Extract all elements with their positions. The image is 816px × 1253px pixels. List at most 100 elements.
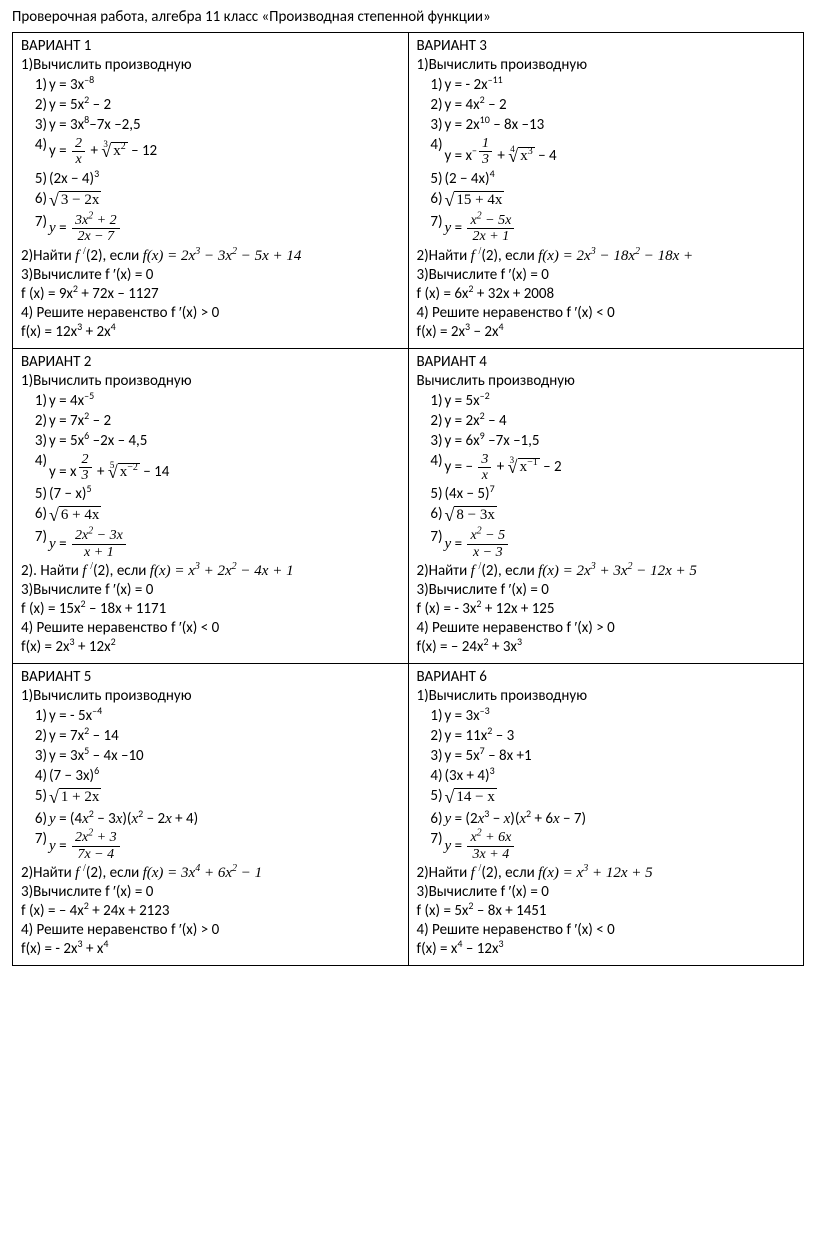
- item-number: 4): [421, 452, 443, 470]
- item-formula: y = 2x2 + 37x − 4: [49, 837, 122, 855]
- item-number: 4): [25, 136, 47, 154]
- task-2: 2)Найти f /(2), если f(x) = x3 + 12x + 5: [417, 864, 796, 882]
- task-3: 3)Вычислите f ′(x) = 0: [21, 581, 400, 599]
- item-number: 2): [25, 727, 47, 745]
- item-number: 3): [421, 116, 443, 134]
- task-2: 2)Найти f /(2), если f(x) = 2x3 − 18x2 −…: [417, 247, 796, 265]
- sub-item: 3)y = 2x10 – 8x –13: [445, 116, 796, 134]
- sub-item: 6)y = (4x2 − 3x)(x2 − 2x + 4): [49, 810, 400, 828]
- task-2: 2)Найти f /(2), если f(x) = 2x3 + 3x2 − …: [417, 562, 796, 580]
- task-3: 3)Вычислите f ′(x) = 0: [417, 581, 796, 599]
- item-formula: y = 6x9 –7x –1,5: [445, 432, 540, 450]
- sub-item: 7)y = 2x2 − 3xx + 1: [49, 528, 400, 560]
- task-4-formula: f(x) = 2x3 + 12x2: [21, 638, 400, 656]
- item-number: 7): [25, 213, 47, 231]
- sub-item: 7)y = x2 + 6x3x + 4: [445, 830, 796, 862]
- item-formula: y = 3x8–7x –2,5: [49, 116, 141, 134]
- sub-item: 5)(2 − 4x)4: [445, 170, 796, 188]
- sub-item: 7)y = x2 − 5x2x + 1: [445, 213, 796, 245]
- variant-title: ВАРИАНТ 5: [21, 668, 400, 686]
- item-number: 7): [421, 213, 443, 231]
- item-number: 7): [25, 830, 47, 848]
- task-3: 3)Вычислите f ′(x) = 0: [21, 883, 400, 901]
- item-formula: y = (2x3 − x)(x2 + 6x − 7): [445, 810, 587, 828]
- variants-table: ВАРИАНТ 1 1)Вычислить производную 1)y = …: [12, 32, 804, 966]
- item-number: 3): [25, 432, 47, 450]
- item-formula: (2 − 4x)4: [445, 170, 495, 188]
- item-number: 1): [25, 392, 47, 410]
- item-number: 2): [421, 412, 443, 430]
- task-1-list: 1)y = - 2x–11 2)y = 4x2 – 2 3)y = 2x10 – 8…: [417, 76, 796, 245]
- item-number: 4): [421, 767, 443, 785]
- item-formula: (7 − 3x)6: [49, 767, 99, 785]
- sub-item: 7)y = x2 − 5x − 3: [445, 528, 796, 560]
- item-number: 3): [421, 432, 443, 450]
- sub-item: 2)y = 5x2 – 2: [49, 96, 400, 114]
- item-number: 3): [25, 747, 47, 765]
- item-number: 5): [421, 787, 443, 805]
- sub-item: 4)(7 − 3x)6: [49, 767, 400, 785]
- item-number: 5): [25, 787, 47, 805]
- item-formula: (3x + 4)3: [445, 767, 495, 785]
- sub-item: 2)y = 11x2 – 3: [445, 727, 796, 745]
- item-number: 6): [421, 505, 443, 523]
- item-number: 6): [25, 505, 47, 523]
- sub-item: 7)y = 2x2 + 37x − 4: [49, 830, 400, 862]
- sub-item: 3)y = 3x8–7x –2,5: [49, 116, 400, 134]
- task-4-formula: f(x) = – 24x2 + 3x3: [417, 638, 796, 656]
- task-1: 1)Вычислить производную: [417, 687, 796, 705]
- item-number: 4): [421, 136, 443, 154]
- item-number: 1): [25, 707, 47, 725]
- item-formula: y = - 2x–11: [445, 76, 503, 94]
- item-formula: y = 3x5 – 4x –10: [49, 747, 144, 765]
- item-number: 7): [421, 830, 443, 848]
- item-number: 2): [421, 96, 443, 114]
- task-1: 1)Вычислить производную: [21, 687, 400, 705]
- item-number: 2): [25, 96, 47, 114]
- item-formula: √6 + 4x: [49, 506, 101, 524]
- item-number: 5): [421, 485, 443, 503]
- sub-item: 2)y = 4x2 – 2: [445, 96, 796, 114]
- task-1-list: 1)y = - 5x–42)y = 7x2 – 143)y = 3x5 – 4x…: [21, 707, 400, 862]
- sub-item: 3)y = 5x6 –2x – 4,5: [49, 432, 400, 450]
- item-formula: (4x − 5)7: [445, 485, 495, 503]
- sub-item: 5)(2x − 4)3: [49, 170, 400, 188]
- variant-title: ВАРИАНТ 1: [21, 37, 400, 55]
- task-4: 4) Решите неравенство f ′(x) > 0: [417, 619, 796, 637]
- item-formula: y = 3x–3: [445, 707, 490, 725]
- item-number: 5): [25, 485, 47, 503]
- task-1-list: 1)y = 5x–22)y = 2x2 – 43)y = 6x9 –7x –1,…: [417, 392, 796, 561]
- item-number: 2): [25, 412, 47, 430]
- task-1-list: 1)y = 3x–82)y = 5x2 – 23)y = 3x8–7x –2,5…: [21, 76, 400, 245]
- task-2: 2)Найти f /(2), если f(x) = 2x3 − 3x2 − …: [21, 247, 400, 265]
- variant-title: ВАРИАНТ 2: [21, 353, 400, 371]
- item-number: 6): [25, 190, 47, 208]
- sub-item: 2)y = 7x2 – 14: [49, 727, 400, 745]
- sub-item: 6)√6 + 4x: [49, 505, 400, 526]
- item-formula: y = 5x7 – 8x +1: [445, 747, 532, 765]
- variant-title: ВАРИАНТ 4: [417, 353, 796, 371]
- variant-cell: ВАРИАНТ 6 1)Вычислить производную 1)y = …: [408, 664, 804, 966]
- task-3-formula: f (x) = 6x2 + 32x + 2008: [417, 285, 796, 303]
- task-1: 1)Вычислить производную: [417, 56, 796, 74]
- item-formula: y = x23 + 5√x−2 − 14: [49, 463, 169, 481]
- sub-item: 1)y = - 2x–11: [445, 76, 796, 94]
- item-formula: y = 7x2 – 2: [49, 412, 111, 430]
- task-3-formula: f (x) = – 4x2 + 24x + 2123: [21, 902, 400, 920]
- sub-item: 6)√3 − 2x: [49, 190, 400, 211]
- variant-cell: ВАРИАНТ 1 1)Вычислить производную 1)y = …: [13, 33, 409, 349]
- variant-cell: ВАРИАНТ 5 1)Вычислить производную 1)y = …: [13, 664, 409, 966]
- sub-item: 1)y = 5x–2: [445, 392, 796, 410]
- task-1: Вычислить производную: [417, 372, 796, 390]
- variant-title: ВАРИАНТ 3: [417, 37, 796, 55]
- task-4: 4) Решите неравенство f ′(x) < 0: [21, 619, 400, 637]
- sub-item: 3)y = 3x5 – 4x –10: [49, 747, 400, 765]
- item-number: 7): [25, 528, 47, 546]
- item-number: 5): [25, 170, 47, 188]
- sub-item: 6)√15 + 4x: [445, 190, 796, 211]
- page-title: Проверочная работа, алгебра 11 класс «Пр…: [12, 8, 804, 26]
- sub-item: 4)y = − 3x + 3√x−1 – 2: [445, 452, 796, 484]
- item-number: 6): [421, 190, 443, 208]
- task-2: 2)Найти f /(2), если f(x) = 3x4 + 6x2 − …: [21, 864, 400, 882]
- item-formula: y = x2 − 5x2x + 1: [445, 219, 517, 237]
